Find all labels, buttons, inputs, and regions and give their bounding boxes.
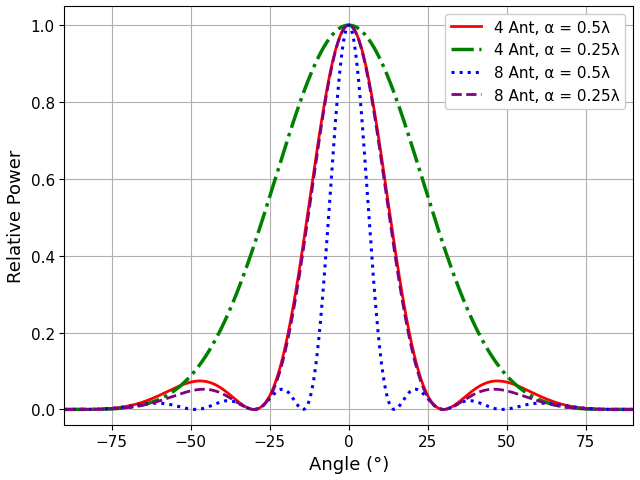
4 Ant, α = 0.5λ xyxy=(61,407,68,412)
4 Ant, α = 0.25λ xyxy=(345,23,353,29)
4 Ant, α = 0.5λ xyxy=(345,23,353,29)
8 Ant, α = 0.5λ xyxy=(84,407,92,412)
8 Ant, α = 0.25λ xyxy=(629,407,637,412)
4 Ant, α = 0.5λ xyxy=(172,385,180,391)
Line: 4 Ant, α = 0.5λ: 4 Ant, α = 0.5λ xyxy=(65,26,633,409)
4 Ant, α = 0.5λ xyxy=(599,407,607,412)
4 Ant, α = 0.25λ xyxy=(172,387,180,393)
8 Ant, α = 0.25λ xyxy=(599,407,607,412)
8 Ant, α = 0.25λ xyxy=(84,407,92,412)
8 Ant, α = 0.25λ xyxy=(172,393,180,398)
4 Ant, α = 0.25λ xyxy=(84,407,92,412)
4 Ant, α = 0.5λ xyxy=(95,407,102,412)
8 Ant, α = 0.5λ xyxy=(599,407,607,412)
4 Ant, α = 0.5λ xyxy=(339,29,346,35)
4 Ant, α = 0.5λ xyxy=(629,407,637,412)
Line: 8 Ant, α = 0.25λ: 8 Ant, α = 0.25λ xyxy=(65,26,633,409)
4 Ant, α = 0.5λ xyxy=(63,407,71,412)
4 Ant, α = 0.25λ xyxy=(629,407,637,412)
8 Ant, α = 0.25λ xyxy=(95,407,102,412)
8 Ant, α = 0.5λ xyxy=(629,407,637,412)
8 Ant, α = 0.25λ xyxy=(345,23,353,29)
8 Ant, α = 0.25λ xyxy=(339,29,346,35)
4 Ant, α = 0.25λ xyxy=(63,407,71,412)
Line: 4 Ant, α = 0.25λ: 4 Ant, α = 0.25λ xyxy=(65,26,633,409)
8 Ant, α = 0.5λ xyxy=(95,407,102,412)
4 Ant, α = 0.25λ xyxy=(339,24,346,30)
4 Ant, α = 0.25λ xyxy=(61,407,68,412)
8 Ant, α = 0.5λ xyxy=(345,23,353,29)
8 Ant, α = 0.5λ xyxy=(63,407,71,412)
Y-axis label: Relative Power: Relative Power xyxy=(7,149,25,282)
8 Ant, α = 0.25λ xyxy=(61,407,68,412)
X-axis label: Angle (°): Angle (°) xyxy=(308,455,389,473)
Line: 8 Ant, α = 0.5λ: 8 Ant, α = 0.5λ xyxy=(65,26,633,409)
Legend: 4 Ant, α = 0.5λ, 4 Ant, α = 0.25λ, 8 Ant, α = 0.5λ, 8 Ant, α = 0.25λ: 4 Ant, α = 0.5λ, 4 Ant, α = 0.25λ, 8 Ant… xyxy=(445,14,625,109)
8 Ant, α = 0.25λ xyxy=(63,407,71,412)
8 Ant, α = 0.5λ xyxy=(172,403,180,409)
4 Ant, α = 0.25λ xyxy=(599,407,607,412)
4 Ant, α = 0.5λ xyxy=(84,407,92,412)
4 Ant, α = 0.25λ xyxy=(95,407,102,412)
8 Ant, α = 0.5λ xyxy=(339,47,346,53)
8 Ant, α = 0.5λ xyxy=(61,407,68,412)
